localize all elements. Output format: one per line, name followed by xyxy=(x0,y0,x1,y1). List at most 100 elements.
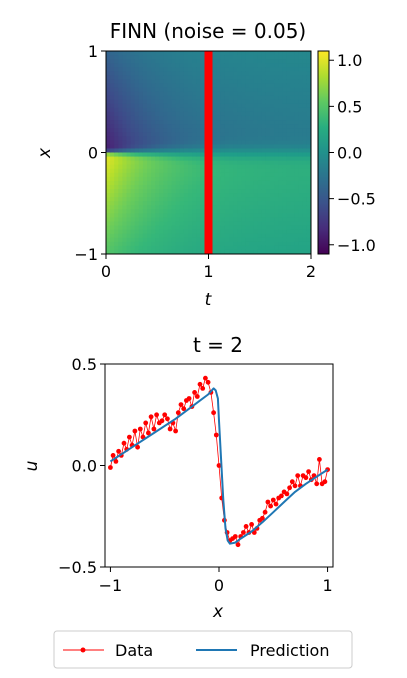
heatmap-cell xyxy=(306,237,311,243)
heatmap-cell xyxy=(192,59,197,64)
heatmap-cell xyxy=(138,124,144,129)
heatmap-cell xyxy=(265,197,271,202)
heatmap-cell xyxy=(118,229,123,235)
heatmap-cell xyxy=(265,193,271,198)
heatmap-cell xyxy=(245,209,251,214)
heatmap-cell xyxy=(253,79,259,85)
heatmap-cell xyxy=(257,225,263,231)
heatmap-cell xyxy=(245,132,251,137)
heatmap-cell xyxy=(270,99,275,105)
heatmap-cell xyxy=(233,245,238,251)
heatmap-cell xyxy=(220,205,226,210)
heatmap-cell xyxy=(286,55,292,60)
heatmap-cell xyxy=(159,217,164,223)
heatmap-cell xyxy=(257,176,263,182)
heatmap-cell xyxy=(294,176,300,182)
heatmap-cell xyxy=(229,148,234,154)
heatmap-cell xyxy=(167,120,173,125)
heatmap-cell xyxy=(306,83,311,89)
heatmap-cell xyxy=(220,180,226,186)
heatmap-cell xyxy=(261,241,267,247)
colorbar-tick-label: −0.5 xyxy=(337,190,376,209)
heatmap-cell xyxy=(106,221,111,227)
heatmap-cell xyxy=(159,189,164,194)
heatmap-cell xyxy=(126,172,132,178)
heatmap-cell xyxy=(229,91,234,97)
heatmap-cell xyxy=(212,63,218,68)
heatmap-cell xyxy=(110,79,115,85)
heatmap-cell xyxy=(261,95,267,101)
heatmap-cell xyxy=(138,249,144,254)
heatmap-cell xyxy=(306,120,311,125)
heatmap-cell xyxy=(306,152,311,158)
heatmap-cell xyxy=(270,241,275,247)
heatmap-cell xyxy=(261,132,267,137)
heatmap-cell xyxy=(270,148,275,154)
heatmap-cell xyxy=(278,63,283,68)
heatmap-cell xyxy=(196,99,201,105)
heatmap-cell xyxy=(175,176,181,182)
heatmap-cell xyxy=(290,164,296,170)
heatmap-cell xyxy=(134,144,140,150)
heatmap-cell xyxy=(114,132,119,137)
heatmap-cell xyxy=(261,221,267,227)
heatmap-cell xyxy=(167,95,173,101)
heatmap-cell xyxy=(278,164,283,170)
heatmap-cell xyxy=(188,91,193,97)
heatmap-cell xyxy=(233,160,238,166)
heatmap-cell xyxy=(270,237,275,243)
heatmap-cell xyxy=(270,91,275,97)
heatmap-cell xyxy=(229,132,234,137)
heatmap-cell xyxy=(212,197,218,202)
heatmap-cell xyxy=(290,176,296,182)
heatmap-cell xyxy=(302,120,308,125)
heatmap-cell xyxy=(110,83,115,89)
heatmap-cell xyxy=(278,229,283,235)
heatmap-cell xyxy=(171,205,177,210)
heatmap-cell xyxy=(147,67,152,72)
heatmap-cell xyxy=(224,111,230,117)
data-point xyxy=(116,448,121,454)
data-point xyxy=(292,483,298,489)
heatmap-cell xyxy=(155,172,160,178)
heatmap-cell xyxy=(282,176,287,182)
heatmap-cell xyxy=(138,144,144,150)
heatmap-cell xyxy=(171,217,177,223)
heatmap-cell xyxy=(114,217,119,223)
heatmap-cell xyxy=(282,128,287,133)
heatmap-cell xyxy=(294,107,300,113)
heatmap-cell xyxy=(122,51,128,56)
heatmap-cell xyxy=(294,95,300,101)
heatmap-cell xyxy=(282,63,287,68)
heatmap-cell xyxy=(302,184,308,190)
heatmap-cell xyxy=(159,128,164,133)
heatmap-cell xyxy=(282,148,287,154)
heatmap-cell xyxy=(151,148,156,154)
heatmap-cell xyxy=(216,120,222,125)
heatmap-cell xyxy=(179,75,185,81)
heatmap-cell xyxy=(179,124,185,129)
heatmap-cell xyxy=(265,229,271,235)
heatmap-cell xyxy=(200,233,205,239)
heatmap-cell xyxy=(106,71,111,76)
heatmap-cell xyxy=(298,111,304,117)
heatmap-cell xyxy=(278,128,283,133)
heatmap-cell xyxy=(290,124,296,129)
heatmap-cell xyxy=(159,103,164,109)
heatmap-cell xyxy=(278,156,283,162)
heatmap-cell xyxy=(151,83,156,89)
heatmap-cell xyxy=(200,148,205,154)
heatmap-cell xyxy=(274,189,279,194)
heatmap-cell xyxy=(253,83,259,89)
heatmap-cell xyxy=(245,55,251,60)
heatmap-cell xyxy=(138,95,144,101)
heatmap-cell xyxy=(282,75,287,81)
heatmap-cell xyxy=(192,136,197,141)
heatmap-cell xyxy=(122,140,128,145)
heatmap-cell xyxy=(265,168,271,174)
heatmap-cell xyxy=(151,225,156,231)
heatmap-cell xyxy=(151,156,156,162)
heatmap-cell xyxy=(282,160,287,166)
heatmap-cell xyxy=(220,209,226,214)
